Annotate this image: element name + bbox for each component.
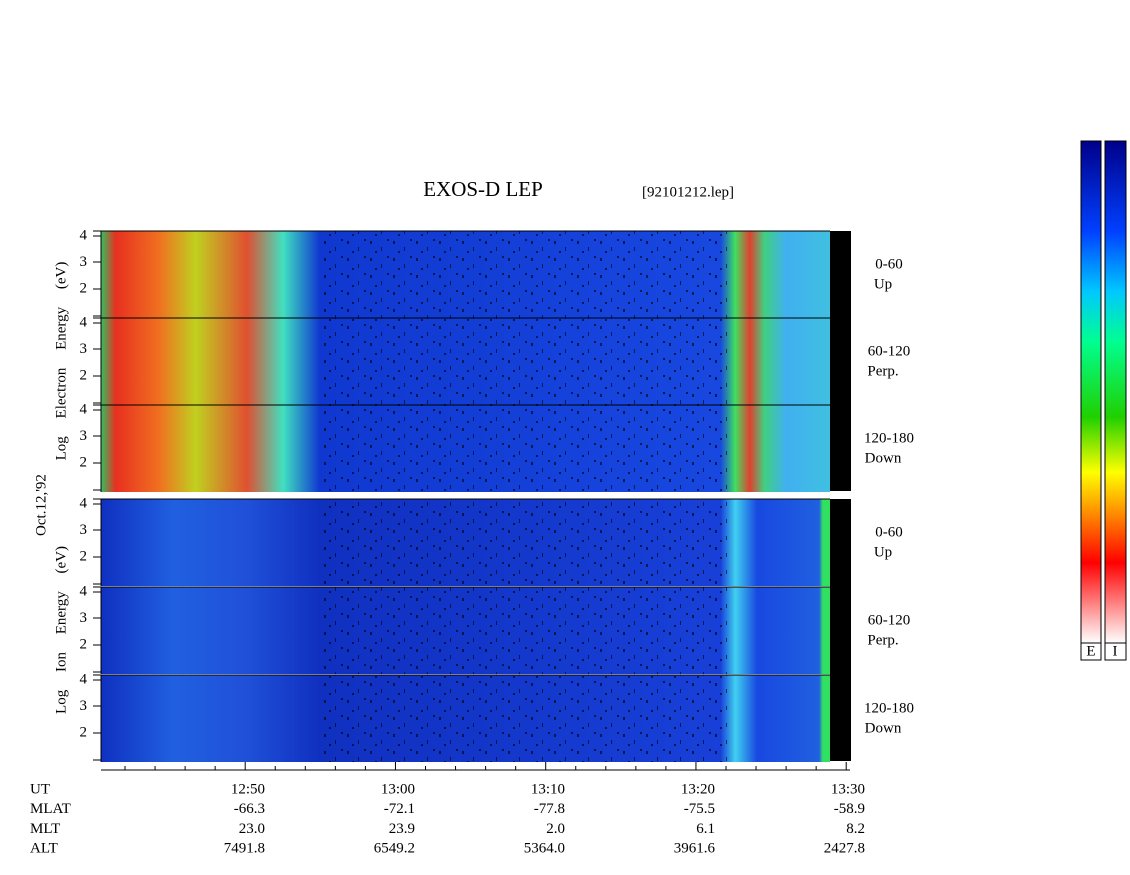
spectrogram-noise <box>320 231 730 318</box>
channel-label: 120-180 <box>864 430 914 446</box>
y-tick-label: 2 <box>80 636 88 652</box>
row-label: UT <box>30 781 50 797</box>
y-tick-label: 2 <box>80 548 88 564</box>
cell: 23.9 <box>389 821 415 837</box>
cell: -66.3 <box>234 801 265 817</box>
y-tick-label: 3 <box>80 610 88 626</box>
channel-label: 0-60 <box>875 256 903 272</box>
colorbar-label-box <box>1080 642 1102 661</box>
cell: -75.5 <box>684 801 715 817</box>
no-data-strip <box>830 231 851 491</box>
y-tick-label: 3 <box>80 428 88 444</box>
y-tick-label: 2 <box>80 454 88 470</box>
row-label: ALT <box>30 841 58 857</box>
spectrogram-noise <box>320 499 730 586</box>
y-tick-label: 3 <box>80 522 88 538</box>
colorbar <box>1104 140 1127 644</box>
title: EXOS-D LEP <box>423 177 543 201</box>
y-tick-label: 2 <box>80 280 88 296</box>
cell: -58.9 <box>834 801 865 817</box>
colorbar-label-box <box>1104 642 1127 661</box>
row-label: MLAT <box>30 801 71 817</box>
row-label: MLT <box>30 821 60 837</box>
spectrogram-noise <box>320 587 730 674</box>
cell: 2.0 <box>546 821 565 837</box>
y-tick-label: 4 <box>80 671 88 687</box>
y-tick-label: 4 <box>80 401 88 417</box>
colorbar-label: E <box>1086 643 1095 659</box>
y-tick-label: 4 <box>80 227 88 243</box>
cell: 5364.0 <box>524 841 565 857</box>
colorbar <box>1080 140 1102 644</box>
cell: 6.1 <box>696 821 715 837</box>
channel-label: 0-60 <box>875 524 903 540</box>
channel-label: Perp. <box>867 632 898 648</box>
y-tick-label: 4 <box>80 583 88 599</box>
y-axis-label: Log Electron Energy (eV) <box>53 262 69 461</box>
no-data-strip <box>830 499 851 761</box>
file-name: [92101212.lep] <box>642 184 734 200</box>
channel-label: Up <box>874 276 892 292</box>
cell: 6549.2 <box>374 841 415 857</box>
y-tick-label: 3 <box>80 341 88 357</box>
y-tick-label: 4 <box>80 314 88 330</box>
channel-label: 60-120 <box>868 343 911 359</box>
cell: -72.1 <box>384 801 415 817</box>
y-tick-label: 3 <box>80 698 88 714</box>
channel-label: Up <box>874 544 892 560</box>
cell: 13:10 <box>531 781 565 797</box>
y-tick-label: 2 <box>80 724 88 740</box>
date: Oct.12,'92 <box>33 474 49 536</box>
channel-label: Perp. <box>867 363 898 379</box>
cell: -77.8 <box>534 801 565 817</box>
channel-label: 60-120 <box>868 612 911 628</box>
cell: 23.0 <box>239 821 265 837</box>
spectrogram-noise <box>320 675 730 762</box>
channel-label: Down <box>865 450 902 466</box>
cell: 7491.8 <box>224 841 265 857</box>
cell: 2427.8 <box>824 841 865 857</box>
y-tick-label: 2 <box>80 367 88 383</box>
cell: 13:30 <box>831 781 865 797</box>
y-tick-label: 3 <box>80 254 88 270</box>
channel-label: 120-180 <box>864 700 914 716</box>
spectrogram-noise <box>320 318 730 405</box>
cell: 3961.6 <box>674 841 716 857</box>
colorbar-label: I <box>1113 643 1118 659</box>
cell: 8.2 <box>846 821 865 837</box>
cell: 12:50 <box>231 781 265 797</box>
y-axis-label: Log Ion Energy (eV) <box>53 546 69 714</box>
channel-label: Down <box>865 720 902 736</box>
cell: 13:20 <box>681 781 715 797</box>
cell: 13:00 <box>381 781 415 797</box>
y-tick-label: 4 <box>80 495 88 511</box>
spectrogram-noise <box>320 405 730 492</box>
